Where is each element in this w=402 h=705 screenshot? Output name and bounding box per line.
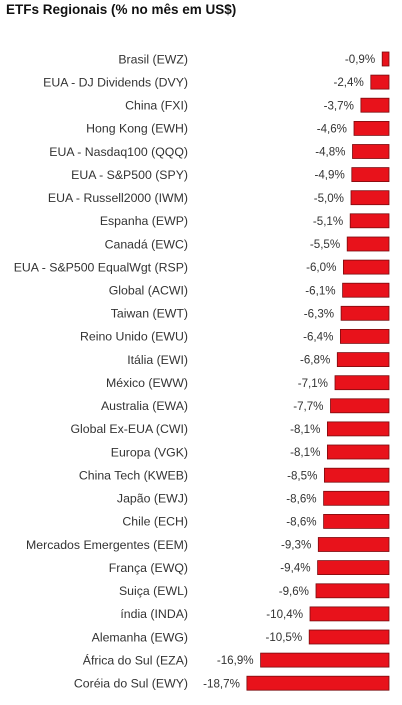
- bar: [326, 444, 390, 460]
- bar: [346, 236, 390, 252]
- category-label: México (EWW): [106, 376, 188, 390]
- value-label: -6,1%: [305, 284, 335, 297]
- bar: [350, 190, 390, 206]
- bar: [342, 282, 390, 298]
- category-label: França (EWQ): [109, 561, 188, 575]
- category-label: África do Sul (EZA): [83, 652, 188, 667]
- category-label: Chile (ECH): [122, 515, 188, 529]
- value-label: -9,4%: [280, 562, 310, 575]
- category-label: China (FXI): [125, 99, 188, 113]
- category-label: índia (INDA): [120, 607, 188, 621]
- bar: [309, 606, 390, 622]
- category-label: Itália (EWI): [127, 353, 188, 367]
- category-label: Hong Kong (EWH): [86, 122, 188, 136]
- category-label: Australia (EWA): [101, 399, 188, 413]
- value-label: -8,6%: [286, 492, 316, 505]
- category-label: Brasil (EWZ): [118, 52, 188, 66]
- bar: [336, 352, 390, 368]
- bar: [360, 97, 390, 113]
- bar: [323, 514, 390, 529]
- bar: [315, 583, 390, 599]
- value-label: -7,7%: [293, 400, 323, 413]
- value-label: -5,1%: [313, 215, 343, 228]
- value-label: -5,0%: [314, 192, 344, 205]
- value-label: -4,6%: [317, 123, 347, 136]
- category-label: Suiça (EWL): [119, 584, 188, 598]
- category-label: Reino Unido (EWU): [80, 330, 188, 344]
- value-label: -9,3%: [281, 539, 311, 552]
- value-label: -16,9%: [217, 654, 254, 667]
- category-label: Coréia do Sul (EWY): [74, 677, 188, 691]
- value-label: -8,1%: [290, 446, 320, 459]
- bar: [381, 51, 390, 67]
- category-label: EUA - S&P500 (SPY): [71, 168, 188, 182]
- bar: [326, 421, 390, 437]
- bar: [351, 167, 390, 183]
- value-label: -4,8%: [315, 146, 345, 159]
- category-label: Global (ACWI): [109, 284, 188, 298]
- value-label: -9,6%: [279, 585, 309, 598]
- value-label: -18,7%: [203, 677, 240, 690]
- bar: [352, 144, 390, 159]
- bar: [342, 259, 390, 275]
- bar: [339, 328, 390, 344]
- bar: [340, 305, 390, 321]
- value-label: -10,5%: [265, 631, 302, 644]
- bar: [330, 398, 390, 414]
- bar: [317, 560, 390, 575]
- value-label: -8,1%: [290, 423, 320, 436]
- category-label: EUA - Nasdaq100 (QQQ): [49, 145, 188, 159]
- category-label: Mercados Emergentes (EEM): [26, 538, 188, 552]
- category-label: Global Ex-EUA (CWI): [70, 422, 188, 436]
- chart-title: ETFs Regionais (% no mês em US$): [6, 2, 237, 17]
- category-label: Alemanha (EWG): [92, 630, 188, 644]
- category-label: EUA - DJ Dividends (DVY): [43, 75, 188, 89]
- value-label: -5,5%: [310, 238, 340, 251]
- value-label: -8,5%: [287, 469, 317, 482]
- value-label: -6,8%: [300, 354, 330, 367]
- value-label: -4,9%: [315, 169, 345, 182]
- category-label: Taiwan (EWT): [111, 307, 188, 321]
- category-label: China Tech (KWEB): [79, 469, 188, 483]
- bar: [260, 652, 390, 668]
- bar: [246, 675, 390, 691]
- bar: [349, 213, 390, 229]
- value-label: -3,7%: [324, 99, 354, 112]
- value-label: -0,9%: [345, 53, 375, 66]
- value-label: -2,4%: [334, 76, 364, 89]
- bar: [323, 467, 390, 483]
- category-label: Europa (VGK): [111, 445, 188, 459]
- bar: [353, 121, 390, 136]
- value-label: -7,1%: [298, 377, 328, 390]
- bar: [323, 490, 390, 506]
- bar: [308, 629, 390, 645]
- category-label: EUA - S&P500 EqualWgt (RSP): [14, 260, 188, 274]
- category-label: Japão (EWJ): [117, 492, 188, 506]
- category-label: EUA - Russell2000 (IWM): [48, 191, 188, 205]
- value-label: -6,4%: [303, 331, 333, 344]
- category-label: Espanha (EWP): [100, 214, 188, 228]
- bar: [317, 537, 390, 552]
- bar: [334, 375, 390, 391]
- value-label: -10,4%: [266, 608, 303, 621]
- bar: [370, 74, 390, 90]
- value-label: -6,0%: [306, 261, 336, 274]
- category-label: Canadá (EWC): [105, 237, 188, 251]
- value-label: -6,3%: [304, 307, 334, 320]
- value-label: -8,6%: [286, 516, 316, 529]
